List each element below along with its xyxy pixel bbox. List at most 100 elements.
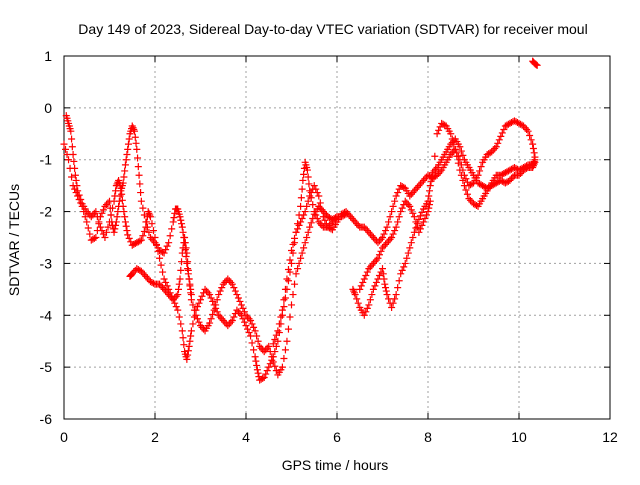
data-point [245,329,253,337]
data-point [201,285,209,293]
data-point [383,291,391,299]
data-point [74,187,82,195]
data-point [184,258,192,266]
data-point [460,182,468,190]
data-point [227,318,235,326]
data-point [99,206,107,214]
data-point [254,337,262,345]
data-point [215,311,223,319]
data-point [142,272,150,280]
data-point [394,284,402,292]
data-point [195,299,203,307]
data-point [379,244,386,252]
data-point [510,117,518,125]
data-point [372,256,380,264]
data-point [304,228,312,236]
data-point [295,221,303,229]
data-point [95,218,103,226]
data-point [501,122,509,130]
data-point [180,341,188,349]
data-point [394,218,402,226]
data-point [298,185,306,193]
data-point [456,166,464,174]
data-point [123,227,131,235]
data-point [297,202,305,210]
data-point [529,144,537,152]
data-point [380,275,388,283]
data-point [89,235,97,243]
x-tick-label: 0 [60,429,68,445]
data-point [157,261,165,269]
data-point [149,237,157,245]
data-point [404,201,412,209]
data-point [363,227,371,235]
data-point [174,306,182,314]
data-point [176,213,184,221]
data-point [382,227,390,235]
data-point [503,168,511,176]
data-point [271,335,279,343]
data-point [178,327,186,335]
data-point [133,239,141,247]
data-point [406,244,414,252]
data-point [389,230,397,238]
data-point [494,178,502,186]
data-point [139,269,147,277]
data-point [187,289,195,297]
data-point [242,322,250,330]
data-point [212,301,220,309]
data-point [512,118,520,126]
data-point [377,247,385,255]
data-point [168,225,176,233]
data-point [73,182,81,190]
data-point [416,180,424,188]
data-point [130,240,138,248]
data-point [109,204,117,212]
data-point [380,242,388,250]
data-point [234,294,242,302]
x-tick-label: 2 [151,429,159,445]
data-point [309,201,317,209]
data-point [289,291,297,299]
data-point [135,171,143,179]
y-axis-label: SDTVAR / TECUs [6,184,22,296]
data-point [142,223,150,231]
data-point [96,223,104,231]
data-point [307,219,315,227]
data-point [295,259,303,267]
data-point [156,246,164,254]
data-point [451,145,459,153]
data-point [347,213,355,221]
data-point [274,337,282,345]
data-point [497,171,505,179]
data-point [84,209,92,217]
data-point [123,151,131,159]
data-point [185,342,193,350]
data-point [310,182,318,190]
data-point [257,344,265,352]
data-point [306,223,314,231]
data-point [374,275,382,283]
data-point [60,140,68,148]
data-point [303,202,311,210]
data-point [221,318,229,326]
data-point [227,278,235,286]
data-point [342,208,350,216]
data-point [165,291,173,299]
data-point [263,367,271,375]
data-point [398,266,406,274]
data-point [353,295,361,303]
data-point [406,192,414,200]
data-point [407,206,415,214]
data-point [187,296,195,304]
data-point [175,313,183,321]
data-point [146,211,154,219]
data-point [389,299,397,307]
data-point [62,145,70,153]
data-point [121,167,129,175]
data-point [177,266,185,274]
data-point [459,151,467,159]
data-point [513,119,521,127]
data-point [231,287,239,295]
